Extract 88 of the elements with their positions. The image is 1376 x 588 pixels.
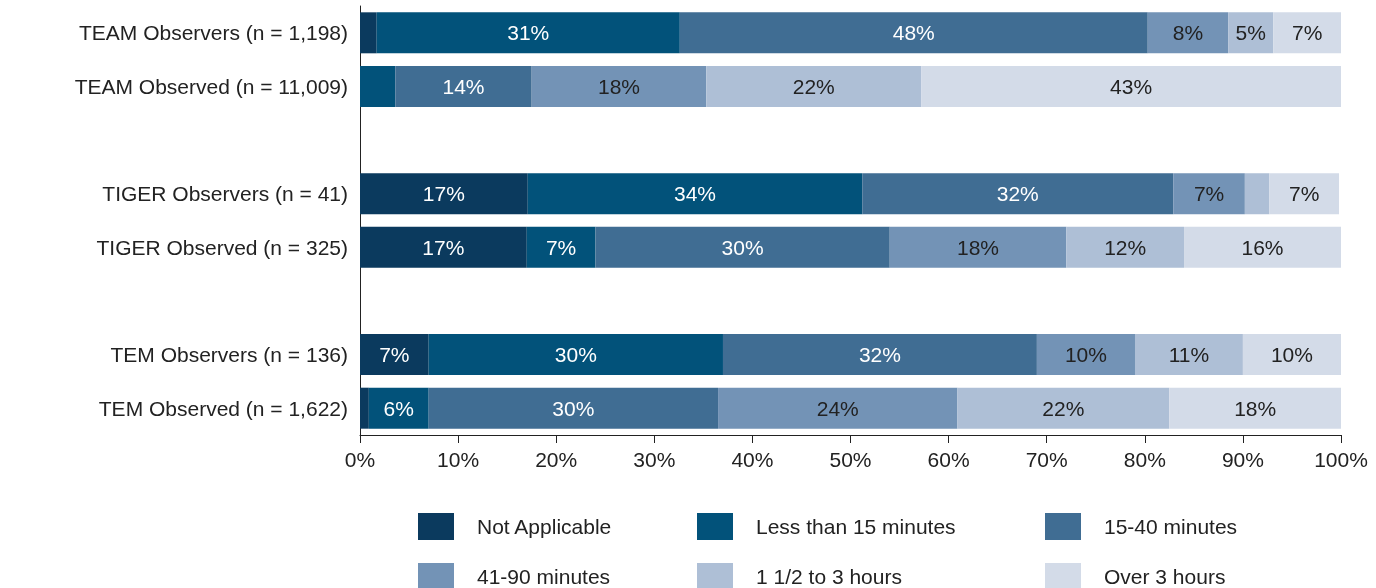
data-label: 34%: [674, 182, 717, 206]
bar: [889, 226, 1067, 268]
data-label: 10%: [1270, 343, 1313, 367]
data-label: 22%: [1042, 396, 1085, 420]
data-label: 7%: [1193, 182, 1225, 206]
data-label: 24%: [816, 396, 859, 420]
data-label: 18%: [957, 235, 1000, 259]
data-label: 7%: [379, 343, 410, 367]
data-label: 43%: [1110, 74, 1153, 98]
bar: [718, 387, 958, 429]
bar: [1242, 334, 1341, 376]
data-label: 10%: [1064, 343, 1107, 367]
x-tick-label: 10%: [437, 448, 480, 471]
x-tick-label: 100%: [1314, 448, 1368, 471]
bar: [526, 226, 596, 268]
bar: [360, 387, 369, 429]
data-label: 7%: [545, 235, 577, 259]
data-label: 18%: [1234, 396, 1277, 420]
bar: [360, 65, 396, 107]
x-tick-label: 50%: [829, 448, 872, 471]
data-label: 30%: [552, 396, 595, 420]
legend-label: Not Applicable: [477, 515, 612, 538]
bar: [360, 173, 528, 215]
legend-label: 41-90 minutes: [477, 565, 611, 588]
bar: [376, 12, 680, 54]
bar: [1066, 226, 1185, 268]
data-label: 11%: [1168, 343, 1210, 367]
bar: [1134, 334, 1243, 376]
data-label: 5%: [1235, 21, 1266, 45]
bar: [1036, 334, 1135, 376]
bar: [395, 65, 532, 107]
bar: [862, 173, 1174, 215]
bar: [722, 334, 1037, 376]
bar: [921, 65, 1341, 107]
y-tick-label: TEM Observers (n = 136): [110, 343, 348, 367]
bar: [679, 12, 1148, 54]
x-tick-label: 70%: [1025, 448, 1068, 471]
bar: [527, 173, 863, 215]
data-label: 30%: [721, 235, 764, 259]
data-label: 16%: [1241, 235, 1284, 259]
x-tick-label: 30%: [633, 448, 676, 471]
bar: [1244, 173, 1270, 215]
data-label: 7%: [1291, 21, 1323, 45]
data-label: 17%: [422, 235, 465, 259]
legend-label: Less than 15 minutes: [756, 515, 956, 538]
data-label: 31%: [507, 21, 550, 45]
data-label: 14%: [442, 74, 485, 98]
data-label: 8%: [1172, 21, 1204, 45]
bar: [1184, 226, 1341, 268]
bar: [531, 65, 707, 107]
y-tick-label: TEM Observed (n = 1,622): [98, 396, 348, 420]
data-label: 7%: [1289, 182, 1320, 206]
data-label: 48%: [892, 21, 935, 45]
bar: [1173, 173, 1245, 215]
data-label: 17%: [422, 182, 465, 206]
data-label: 12%: [1104, 235, 1147, 259]
legend-label: 15-40 minutes: [1104, 515, 1238, 538]
bar: [1269, 173, 1340, 215]
bar: [1273, 12, 1341, 54]
x-tick-label: 20%: [535, 448, 578, 471]
bar: [595, 226, 890, 268]
data-label: 30%: [554, 343, 597, 367]
bar: [428, 334, 723, 376]
bar: [360, 12, 377, 54]
y-tick-label: TIGER Observed (n = 325): [96, 235, 348, 259]
bar: [1147, 12, 1229, 54]
bar: [1169, 387, 1341, 429]
y-tick-label: TEAM Observers (n = 1,198): [78, 21, 348, 45]
x-tick-label: 80%: [1123, 448, 1166, 471]
y-tick-label: TEAM Observed (n = 11,009): [74, 74, 348, 98]
data-label: 32%: [858, 343, 901, 367]
bar: [957, 387, 1170, 429]
bar: [368, 387, 429, 429]
legend-label: 1 1/2 to 3 hours: [756, 565, 902, 588]
bar: [428, 387, 719, 429]
data-label: 6%: [383, 396, 414, 420]
legend-label: Over 3 hours: [1104, 565, 1226, 588]
x-tick-label: 60%: [927, 448, 970, 471]
data-label: 18%: [597, 74, 640, 98]
data-label: 32%: [996, 182, 1039, 206]
bar: [706, 65, 922, 107]
x-tick-label: 0%: [344, 448, 376, 471]
data-label: 22%: [792, 74, 835, 98]
x-tick-label: 90%: [1221, 448, 1264, 471]
bar: [360, 226, 527, 268]
y-tick-label: TIGER Observers (n = 41): [102, 182, 348, 206]
x-tick-label: 40%: [731, 448, 774, 471]
bar: [360, 334, 429, 376]
